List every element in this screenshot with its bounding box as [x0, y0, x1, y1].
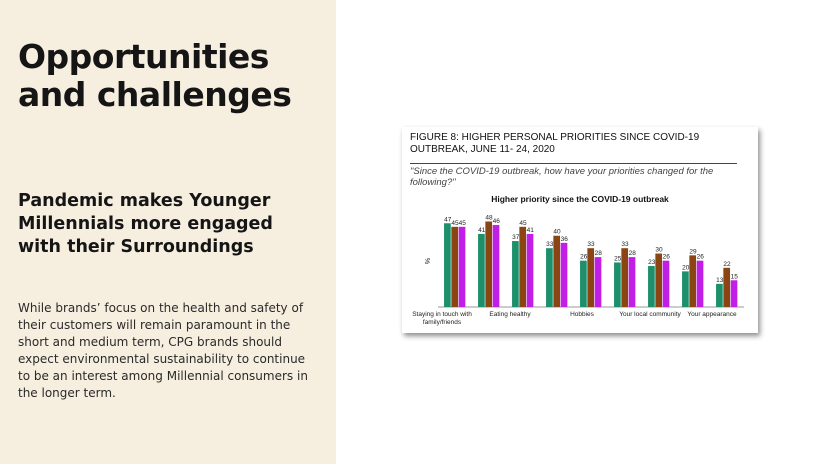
figure-question: "Since the COVID-19 outbreak, how have y…: [410, 166, 714, 188]
bar: [662, 260, 670, 307]
bar: [614, 262, 621, 307]
bar-value-label: 37: [512, 234, 520, 241]
bar-value-label: 40: [553, 229, 561, 236]
bar-value-label: 41: [527, 227, 535, 234]
x-tick-label: Staying in touch with family/friends: [412, 311, 472, 326]
bar-value-label: 36: [561, 236, 569, 243]
chart-title: Higher priority since the COVID-19 outbr…: [491, 194, 669, 204]
bar-value-label: 28: [629, 250, 637, 257]
slide-body-text: While brands’ focus on the health and sa…: [18, 301, 308, 400]
bar-value-label: 30: [655, 247, 663, 254]
bar-value-label: 33: [546, 241, 554, 248]
bar: [451, 226, 459, 307]
bar-value-label: 45: [519, 220, 527, 227]
figure-divider: [410, 163, 737, 164]
bar-value-label: 41: [478, 227, 486, 234]
bar: [655, 253, 663, 307]
bar: [444, 223, 451, 307]
bar: [519, 226, 527, 307]
bar-chart: Higher priority since the COVID-19 outbr…: [412, 194, 744, 326]
bar: [553, 235, 561, 307]
bar: [628, 257, 636, 307]
slide-subheading: Pandemic makes Younger Millennials more …: [18, 191, 273, 257]
bar: [485, 221, 493, 307]
bar-value-label: 26: [580, 254, 588, 261]
bar-value-label: 47: [444, 216, 452, 223]
bar: [621, 248, 629, 307]
bar-value-label: 15: [731, 273, 739, 280]
bar-value-label: 20: [682, 264, 690, 271]
bar: [723, 267, 731, 307]
bar: [546, 248, 553, 307]
figure-card: FIGURE 8: HIGHER PERSONAL PRIORITIES SIN…: [402, 127, 758, 333]
bar: [730, 280, 738, 307]
bar-value-label: 29: [689, 248, 697, 255]
y-axis-label: %: [423, 258, 430, 264]
bar: [689, 255, 697, 307]
slide-title: Opportunities and challenges: [18, 37, 292, 114]
x-tick-label: Eating healthy: [489, 311, 531, 318]
x-tick-label: Your local community: [619, 311, 681, 318]
bar-value-label: 48: [485, 214, 493, 221]
bar-value-label: 26: [697, 254, 705, 261]
left-panel: Opportunities and challenges Pandemic ma…: [0, 0, 336, 464]
bar: [560, 242, 568, 307]
bar: [458, 226, 466, 307]
bar-value-label: 33: [621, 241, 629, 248]
bar: [648, 266, 655, 307]
bar-value-label: 28: [595, 250, 603, 257]
bar-value-label: 13: [716, 277, 724, 284]
x-tick-label: Hobbies: [570, 311, 595, 318]
bar-value-label: 25: [614, 255, 622, 262]
bar-value-label: 22: [723, 261, 731, 268]
bar: [587, 248, 595, 307]
bar: [492, 225, 500, 307]
bar: [696, 260, 704, 307]
bar-value-label: 45: [451, 220, 459, 227]
bar: [716, 283, 723, 307]
bar: [682, 271, 689, 307]
bar: [580, 260, 587, 307]
bar-value-label: 23: [648, 259, 656, 266]
bar: [526, 233, 534, 307]
bar: [512, 241, 519, 307]
bar: [594, 257, 602, 307]
bar: [478, 233, 485, 307]
bar-value-label: 26: [663, 254, 671, 261]
bar-value-label: 33: [587, 241, 595, 248]
figure-title: FIGURE 8: HIGHER PERSONAL PRIORITIES SIN…: [410, 132, 700, 155]
bar-value-label: 46: [493, 218, 501, 225]
bar-value-label: 45: [459, 220, 467, 227]
x-tick-label: Your appearance: [687, 311, 737, 318]
